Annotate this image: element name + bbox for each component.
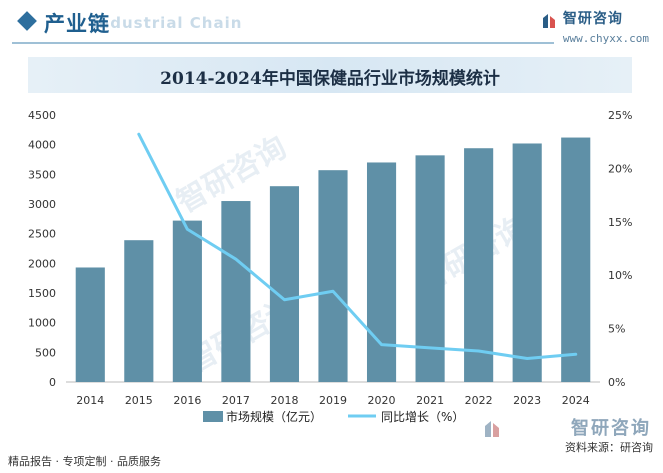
y-left-tick-label: 4000 (28, 139, 56, 152)
y-left-tick-label: 1000 (28, 317, 56, 330)
growth-line (137, 132, 578, 361)
x-tick-label: 2024 (562, 394, 590, 407)
bar (464, 148, 494, 382)
x-tick-label: 2022 (465, 394, 493, 407)
y-right-tick-label: 20% (608, 162, 632, 175)
y-left-tick-label: 3000 (28, 198, 56, 211)
y-right-tick-label: 25% (608, 109, 632, 122)
footer-logo-icon (485, 421, 499, 437)
header-watermark: Industrial Chain (92, 14, 243, 32)
x-tick-label: 2019 (319, 394, 347, 407)
y-left-tick-label: 4500 (28, 109, 56, 122)
y-left-tick-label: 2000 (28, 257, 56, 270)
brand-url: www.chyxx.com (562, 32, 649, 45)
y-left-tick-label: 2500 (28, 228, 56, 241)
legend-line-label: 同比增长（%） (381, 410, 464, 424)
x-tick-label: 2018 (270, 394, 298, 407)
y-right-tick-label: 15% (608, 216, 632, 229)
x-tick-label: 2023 (513, 394, 541, 407)
bar (366, 162, 397, 382)
bar (124, 240, 154, 382)
footer-tagline: 精品报告 · 专项定制 · 品质服务 (8, 455, 161, 468)
chart-title: 2014-2024年中国保健品行业市场规模统计 (160, 69, 500, 89)
y-left-tick-label: 3500 (28, 168, 56, 181)
source-note: 资料来源：研咨询 (565, 441, 653, 454)
bar (318, 170, 348, 382)
section-header: Industrial Chain 产业链 (0, 0, 663, 46)
brand-block: 智研咨询 www.chyxx.com (542, 8, 649, 45)
y-right-tick-label: 5% (608, 323, 625, 336)
bar (221, 201, 251, 382)
y-right-tick-label: 10% (608, 269, 632, 282)
bar (415, 155, 445, 382)
header-rule (12, 42, 554, 44)
bar (561, 137, 591, 382)
bar (269, 186, 300, 382)
y-right-tick-label: 0% (608, 376, 625, 389)
legend-bar-label: 市场规模（亿元） (226, 409, 322, 424)
bar (75, 267, 105, 382)
x-tick-label: 2021 (416, 394, 444, 407)
brand-name: 智研咨询 (562, 11, 623, 27)
legend-bar-swatch (203, 411, 223, 422)
bar (172, 220, 202, 382)
bar (512, 143, 542, 382)
x-tick-label: 2020 (368, 394, 396, 407)
y-left-tick-label: 1500 (28, 287, 56, 300)
x-tick-label: 2014 (76, 394, 104, 407)
footer-brand: 智研咨询 (571, 418, 651, 439)
x-tick-label: 2016 (173, 394, 201, 407)
section-title: 产业链 (44, 12, 110, 36)
chart-title-banner: 2014-2024年中国保健品行业市场规模统计 (28, 57, 632, 93)
y-left-tick-label: 500 (35, 346, 56, 359)
y-left-tick-label: 0 (49, 376, 56, 389)
x-tick-label: 2017 (222, 394, 250, 407)
x-tick-label: 2015 (125, 394, 153, 407)
brand-logo-icon (542, 14, 555, 28)
